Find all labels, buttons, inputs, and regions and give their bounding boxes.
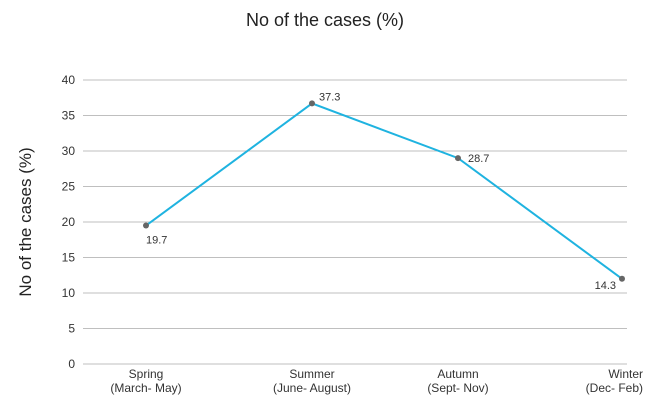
y-tick-label-30: 30: [62, 144, 76, 158]
x-tick-label-0-1: (March- May): [110, 381, 181, 395]
x-tick-labels: Spring(March- May) Summer(June- August) Au…: [110, 367, 643, 395]
x-tick-label-2-0: Autumn: [437, 367, 478, 381]
x-tick-label-1-0: Summer: [289, 367, 334, 381]
data-label-2: 28.7: [468, 153, 489, 165]
y-tick-labels: 0 5 10 15 20 25 30 35 40: [62, 73, 76, 371]
y-tick-label-40: 40: [62, 73, 76, 87]
gridlines: [83, 79, 627, 365]
y-axis-label: No of the cases (%): [16, 147, 35, 296]
x-tick-label-3-0: Winter: [608, 367, 643, 381]
y-tick-label-20: 20: [62, 215, 76, 229]
data-label-0: 19.7: [146, 235, 167, 247]
data-point-2: [455, 155, 461, 162]
data-labels: 19.7 37.3 28.7 14.3: [146, 91, 616, 291]
series-line-path: [145, 102, 623, 280]
y-tick-label-25: 25: [62, 180, 76, 194]
y-tick-label-5: 5: [68, 322, 75, 336]
chart-title: No of the cases (%): [245, 10, 405, 30]
y-tick-label-35: 35: [62, 109, 76, 123]
y-tick-label-0: 0: [68, 357, 75, 371]
y-tick-label-15: 15: [62, 251, 76, 265]
y-tick-label-10: 10: [62, 286, 76, 300]
data-points: [143, 100, 625, 282]
data-label-1: 37.3: [319, 91, 340, 103]
x-tick-label-2-1: (Sept- Nov): [427, 381, 488, 395]
series-line: [145, 102, 623, 280]
x-tick-label-1-1: (June- August): [273, 381, 351, 395]
x-tick-label-0-0: Spring: [129, 367, 164, 381]
x-tick-label-3-1: (Dec- Feb): [586, 381, 643, 395]
data-point-0: [143, 222, 149, 229]
data-point-1: [309, 100, 315, 107]
data-label-3: 14.3: [595, 280, 616, 292]
data-point-3: [619, 275, 625, 282]
